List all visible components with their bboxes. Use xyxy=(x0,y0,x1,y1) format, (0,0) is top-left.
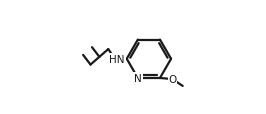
Text: HN: HN xyxy=(109,54,125,64)
Text: N: N xyxy=(134,73,142,83)
Text: O: O xyxy=(168,74,177,84)
